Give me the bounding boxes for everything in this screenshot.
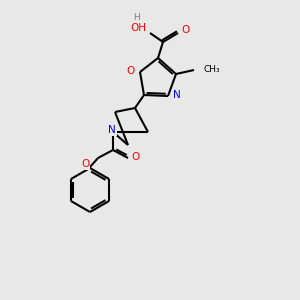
Text: O: O [81,159,89,169]
Text: CH₃: CH₃ [204,64,220,74]
Text: OH: OH [130,23,146,33]
Text: O: O [182,25,190,35]
Text: N: N [108,125,116,135]
Text: O: O [132,152,140,162]
Text: N: N [173,90,181,100]
Text: O: O [127,66,135,76]
Text: H: H [133,13,140,22]
